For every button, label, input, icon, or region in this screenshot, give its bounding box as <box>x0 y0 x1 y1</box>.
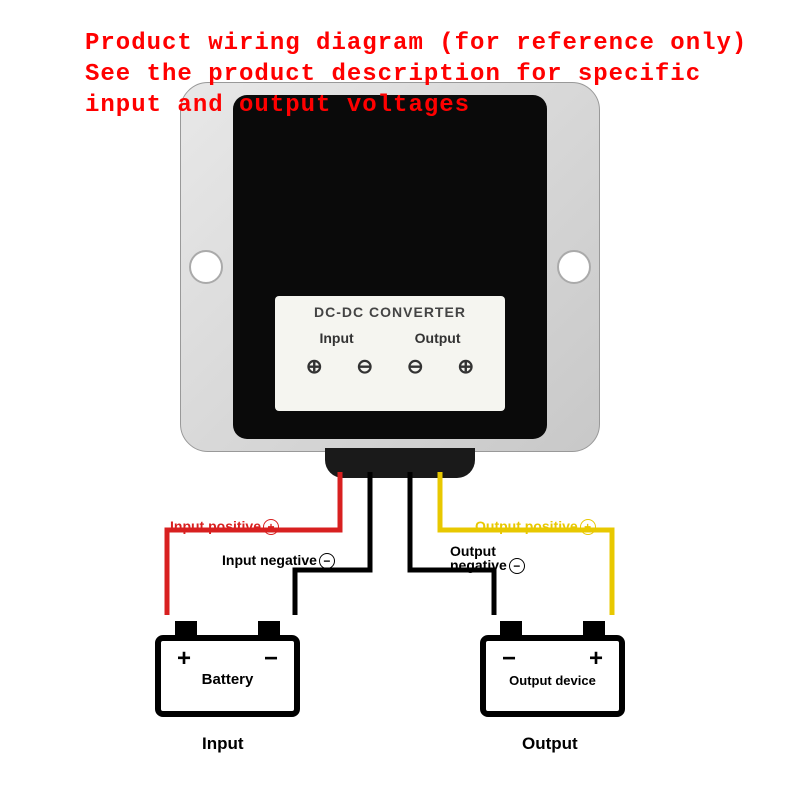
header-line2: See the product description for specific <box>85 59 747 90</box>
device-terminal-neg <box>500 621 522 635</box>
device-sign-right: + <box>589 645 603 673</box>
minus-icon: − <box>319 553 335 569</box>
device-caption: Output <box>522 734 578 754</box>
plus-icon: + <box>580 519 596 535</box>
device-terminal-pos <box>583 621 605 635</box>
label-output-negative: Outputnegative− <box>450 544 525 574</box>
label-output-positive: Output positive+ <box>475 518 596 535</box>
battery-signs: + − <box>161 641 294 673</box>
battery-terminal-neg <box>258 621 280 635</box>
device-box: − + Output device <box>480 635 625 717</box>
header-warning-text: Product wiring diagram (for reference on… <box>85 28 747 122</box>
battery-terminal-pos <box>175 621 197 635</box>
plate-input-label: Input <box>319 330 353 346</box>
plate-sym-out-neg: ⊖ <box>407 354 424 379</box>
battery-label: Battery <box>161 671 294 688</box>
mount-hole-right <box>557 250 591 284</box>
plus-icon: + <box>263 519 279 535</box>
battery-box: + − Battery <box>155 635 300 717</box>
label-input-positive: Input positive+ <box>170 518 279 535</box>
battery-sign-left: + <box>177 645 191 673</box>
plate-io-row: Input Output <box>289 330 491 346</box>
converter-case: DC-DC CONVERTER Input Output ⊕ ⊖ ⊖ ⊕ <box>180 82 600 452</box>
minus-icon: − <box>509 558 525 574</box>
device-terminals <box>486 621 619 635</box>
device-label: Output device <box>486 673 619 688</box>
plate-title: DC-DC CONVERTER <box>289 304 491 320</box>
header-line3: input and output voltages <box>85 90 747 121</box>
plate-sym-in-pos: ⊕ <box>306 354 323 379</box>
label-input-negative: Input negative− <box>222 552 335 569</box>
battery-caption: Input <box>202 734 244 754</box>
wire-input-negative <box>295 472 370 615</box>
plate-polarity-symbols: ⊕ ⊖ ⊖ ⊕ <box>289 354 491 379</box>
plate-output-label: Output <box>415 330 461 346</box>
header-line1: Product wiring diagram (for reference on… <box>85 28 747 59</box>
battery-terminals <box>161 621 294 635</box>
converter-label-plate: DC-DC CONVERTER Input Output ⊕ ⊖ ⊖ ⊕ <box>275 296 505 411</box>
plate-sym-in-neg: ⊖ <box>356 354 373 379</box>
device-signs: − + <box>486 641 619 673</box>
mount-hole-left <box>189 250 223 284</box>
battery-sign-right: − <box>264 645 278 673</box>
cable-gland <box>325 448 475 478</box>
plate-sym-out-pos: ⊕ <box>457 354 474 379</box>
converter-face: DC-DC CONVERTER Input Output ⊕ ⊖ ⊖ ⊕ <box>233 95 547 439</box>
wire-input-positive <box>167 472 340 615</box>
device-sign-left: − <box>502 645 516 673</box>
